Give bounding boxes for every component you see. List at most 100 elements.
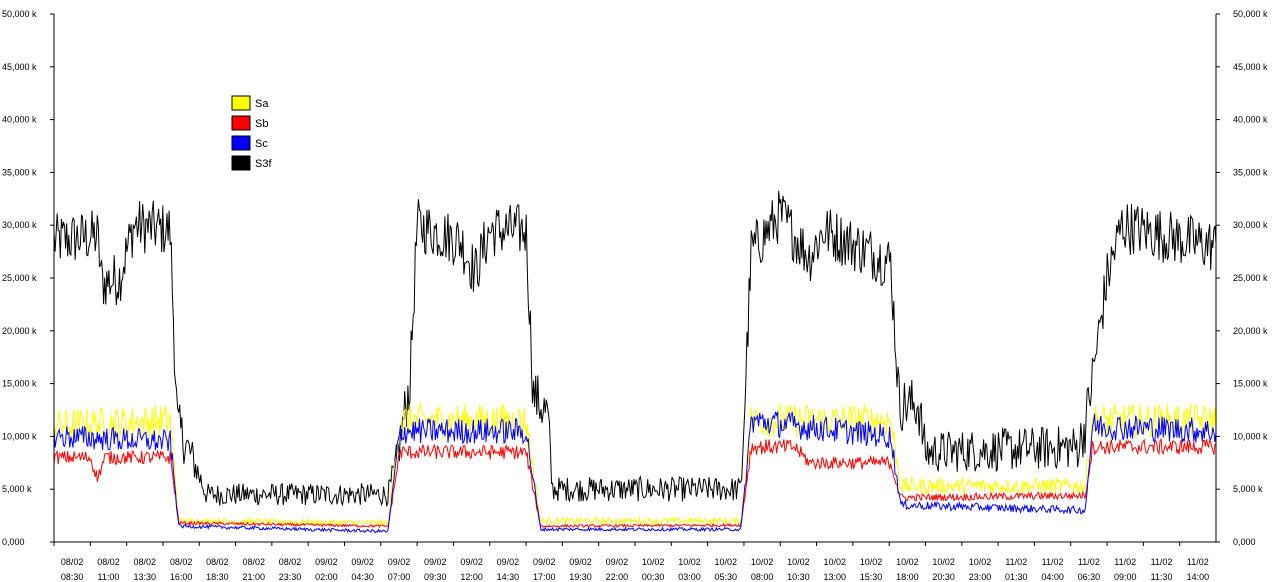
x-tick-label-time: 17:00 <box>533 572 556 582</box>
x-tick-label-time: 22:00 <box>606 572 629 582</box>
y-tick-label-left: 0,000 <box>2 537 25 547</box>
legend-swatch-s3f <box>231 155 251 171</box>
series-line-sa <box>53 401 1217 528</box>
x-tick-label-date: 10/02 <box>751 557 774 567</box>
x-tick-label-time: 04:00 <box>1041 572 1064 582</box>
x-tick-label-time: 23:30 <box>279 572 302 582</box>
y-tick-label-right: 35,000 k <box>1233 167 1268 177</box>
y-tick-label-left: 10,000 k <box>2 431 37 441</box>
x-tick-label-time: 05:30 <box>715 572 738 582</box>
x-tick-label-date: 11/02 <box>1078 557 1100 567</box>
x-tick-label-date: 10/02 <box>715 557 738 567</box>
x-tick-label-date: 10/02 <box>787 557 810 567</box>
x-tick-label-date: 11/02 <box>1114 557 1136 567</box>
y-tick-label-left: 30,000 k <box>2 220 37 230</box>
x-tick-label-time: 09:30 <box>424 572 447 582</box>
series-line-sc <box>53 411 1217 534</box>
y-tick-label-left: 5,000 k <box>2 484 32 494</box>
y-tick-label-right: 45,000 k <box>1233 62 1268 72</box>
legend-label-sa: Sa <box>255 98 269 110</box>
y-tick-label-right: 15,000 k <box>1233 379 1268 389</box>
x-tick-label-date: 11/02 <box>1151 557 1173 567</box>
x-tick-label-time: 16:00 <box>170 572 193 582</box>
x-tick-label-date: 09/02 <box>460 557 483 567</box>
x-tick-label-date: 09/02 <box>388 557 411 567</box>
x-tick-label-date: 09/02 <box>533 557 556 567</box>
x-tick-label-time: 03:00 <box>678 572 701 582</box>
series-line-sb <box>53 437 1217 529</box>
x-tick-label-time: 08:30 <box>61 572 84 582</box>
x-tick-label-time: 01:30 <box>1005 572 1028 582</box>
x-tick-label-time: 10:30 <box>787 572 810 582</box>
x-tick-label-date: 08/02 <box>170 557 193 567</box>
x-tick-label-time: 06:30 <box>1078 572 1101 582</box>
x-tick-label-time: 12:00 <box>460 572 483 582</box>
x-tick-label-date: 10/02 <box>823 557 846 567</box>
y-tick-label-right: 0,000 <box>1233 537 1256 547</box>
x-tick-label-time: 18:00 <box>896 572 919 582</box>
axis-layer: 0,000 0,000 5,000 k 5,000 k 10,000 k 10,000 k… <box>2 9 1268 582</box>
x-tick-label-time: 09:00 <box>1114 572 1137 582</box>
x-tick-label-time: 20:30 <box>932 572 955 582</box>
legend-swatch-sa <box>231 95 251 111</box>
x-tick-label-time: 11:00 <box>98 572 120 582</box>
x-tick-label-time: 11:30 <box>1151 572 1173 582</box>
x-tick-label-date: 11/02 <box>1005 557 1027 567</box>
y-tick-label-right: 50,000 k <box>1233 9 1268 19</box>
y-tick-label-right: 5,000 k <box>1233 484 1263 494</box>
legend-swatch-sb <box>231 115 251 131</box>
y-tick-label-left: 40,000 k <box>2 115 37 125</box>
x-tick-label-time: 13:00 <box>823 572 846 582</box>
x-tick-label-date: 09/02 <box>497 557 520 567</box>
y-tick-label-right: 30,000 k <box>1233 220 1268 230</box>
legend-label-s3f: S3f <box>255 158 272 170</box>
x-tick-label-date: 10/02 <box>642 557 665 567</box>
x-tick-label-date: 11/02 <box>1042 557 1064 567</box>
x-tick-label-date: 08/02 <box>279 557 302 567</box>
x-tick-label-time: 23:00 <box>969 572 992 582</box>
x-tick-label-date: 08/02 <box>134 557 157 567</box>
series-line-s3f <box>53 190 1217 508</box>
x-tick-label-date: 09/02 <box>606 557 629 567</box>
x-tick-label-date: 10/02 <box>932 557 955 567</box>
x-tick-label-time: 19:30 <box>569 572 592 582</box>
y-tick-label-left: 20,000 k <box>2 326 37 336</box>
x-tick-label-date: 08/02 <box>97 557 120 567</box>
x-tick-label-date: 10/02 <box>896 557 919 567</box>
y-tick-label-left: 35,000 k <box>2 167 37 177</box>
x-tick-label-date: 09/02 <box>424 557 447 567</box>
x-tick-label-date: 08/02 <box>61 557 84 567</box>
x-tick-label-date: 10/02 <box>860 557 883 567</box>
y-tick-label-left: 15,000 k <box>2 379 37 389</box>
x-tick-label-time: 15:30 <box>860 572 883 582</box>
x-tick-label-time: 21:00 <box>242 572 265 582</box>
x-tick-label-time: 13:30 <box>134 572 157 582</box>
x-tick-label-date: 08/02 <box>206 557 229 567</box>
legend-label-sc: Sc <box>255 138 268 150</box>
x-tick-label-time: 18:30 <box>206 572 229 582</box>
y-tick-label-left: 50,000 k <box>2 9 37 19</box>
x-tick-label-time: 08:00 <box>751 572 774 582</box>
x-tick-label-date: 09/02 <box>569 557 592 567</box>
y-tick-label-right: 25,000 k <box>1233 273 1268 283</box>
x-tick-label-time: 02:00 <box>315 572 338 582</box>
x-tick-label-time: 04:30 <box>351 572 374 582</box>
series-layer <box>53 190 1217 534</box>
y-tick-label-left: 25,000 k <box>2 273 37 283</box>
y-tick-label-right: 20,000 k <box>1233 326 1268 336</box>
x-tick-label-date: 11/02 <box>1187 557 1209 567</box>
chart-legend: Sa Sb Sc S3f <box>231 95 272 171</box>
legend-swatch-sc <box>231 135 251 151</box>
x-tick-label-time: 14:00 <box>1187 572 1210 582</box>
x-tick-label-date: 09/02 <box>315 557 338 567</box>
y-tick-label-right: 10,000 k <box>1233 431 1268 441</box>
x-tick-label-date: 10/02 <box>678 557 701 567</box>
y-tick-label-left: 45,000 k <box>2 62 37 72</box>
x-tick-label-time: 00:30 <box>642 572 665 582</box>
x-tick-label-date: 09/02 <box>351 557 374 567</box>
x-tick-label-time: 14:30 <box>497 572 520 582</box>
legend-label-sb: Sb <box>255 118 268 130</box>
y-tick-label-right: 40,000 k <box>1233 115 1268 125</box>
x-tick-label-time: 07:00 <box>388 572 411 582</box>
